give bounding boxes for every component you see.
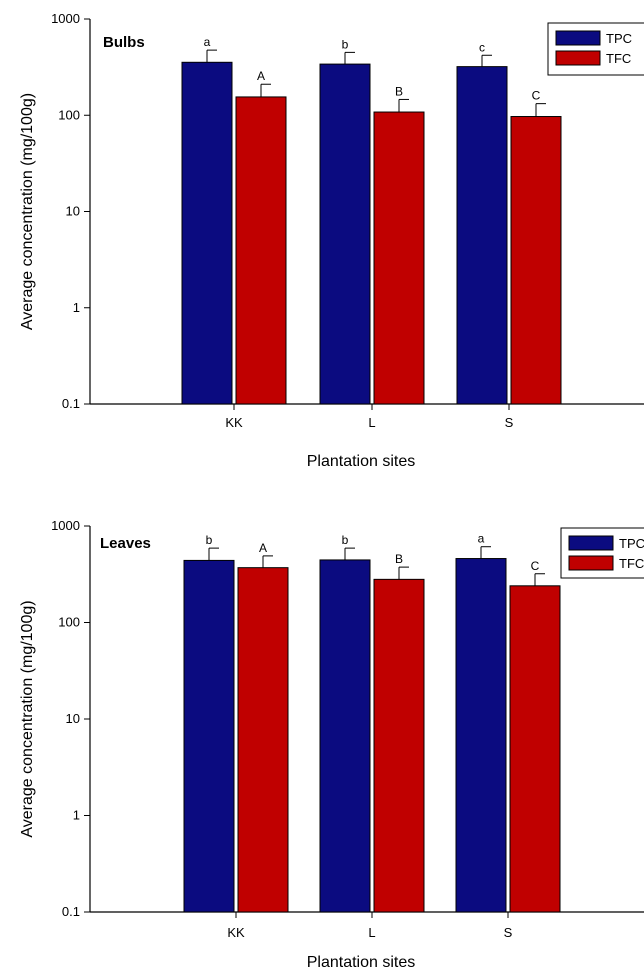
x-axis-title: Plantation sites <box>307 453 416 470</box>
tpc-bar <box>183 559 235 913</box>
y-tick-label: 10 <box>66 711 80 726</box>
legend-label-tfc: TFC <box>606 51 631 66</box>
significance-label: C <box>531 559 540 573</box>
significance-label: a <box>204 35 211 49</box>
y-tick-label: 1000 <box>51 11 80 26</box>
x-tick-label: KK <box>227 925 245 940</box>
x-tick-label: L <box>368 925 375 940</box>
legend-swatch-tfc <box>555 50 601 66</box>
tfc-bar <box>373 111 425 405</box>
legend-label-tpc: TPC <box>619 536 644 551</box>
y-tick-label: 1 <box>73 300 80 315</box>
significance-label: b <box>206 533 213 547</box>
y-tick-label: 1000 <box>51 518 80 533</box>
tpc-bar <box>181 61 233 405</box>
y-tick-label: 10 <box>66 204 80 219</box>
significance-label: a <box>478 532 485 546</box>
x-axis-title: Plantation sites <box>307 954 416 971</box>
tfc-bar <box>510 116 562 405</box>
significance-label: A <box>257 69 265 83</box>
bulbs-chart: 0.1 1 10 100 1000 Average concentration (mg/1… <box>19 11 644 470</box>
significance-label: B <box>395 552 403 566</box>
x-tick-label: KK <box>225 415 243 430</box>
significance-label: C <box>532 89 541 103</box>
significance-label: b <box>342 37 349 51</box>
legend-swatch-tfc <box>568 555 614 571</box>
legend-label-tpc: TPC <box>606 31 632 46</box>
y-tick-label: 100 <box>58 615 80 630</box>
tpc-bar <box>319 63 371 405</box>
legend-label-tfc: TFC <box>619 556 644 571</box>
y-tick-label: 0.1 <box>62 904 80 919</box>
tfc-bar <box>237 567 289 913</box>
tfc-bar <box>235 96 287 405</box>
legend-swatch-tpc <box>568 535 614 551</box>
tfc-bar <box>509 585 561 913</box>
tpc-bar <box>456 66 508 405</box>
y-tick-label: 100 <box>58 107 80 122</box>
legend-swatch-tpc <box>555 30 601 46</box>
significance-label: b <box>342 533 349 547</box>
leaves-chart: 0.1 1 10 100 1000 Average concentration (mg/1… <box>19 518 644 971</box>
tfc-bar <box>373 578 425 913</box>
y-axis-title: Average concentration (mg/100g) <box>19 93 36 330</box>
significance-label: c <box>479 40 485 54</box>
x-tick-label: S <box>505 415 514 430</box>
significance-label: B <box>395 84 403 98</box>
significance-label: A <box>259 541 267 555</box>
y-axis-title: Average concentration (mg/100g) <box>19 600 36 837</box>
y-tick-label: 0.1 <box>62 396 80 411</box>
tpc-bar <box>319 559 371 913</box>
panel-title: Leaves <box>100 535 151 552</box>
tpc-bar <box>455 558 507 913</box>
x-tick-label: S <box>504 925 513 940</box>
y-tick-label: 1 <box>73 808 80 823</box>
panel-title: Bulbs <box>103 34 145 51</box>
x-tick-label: L <box>368 415 375 430</box>
